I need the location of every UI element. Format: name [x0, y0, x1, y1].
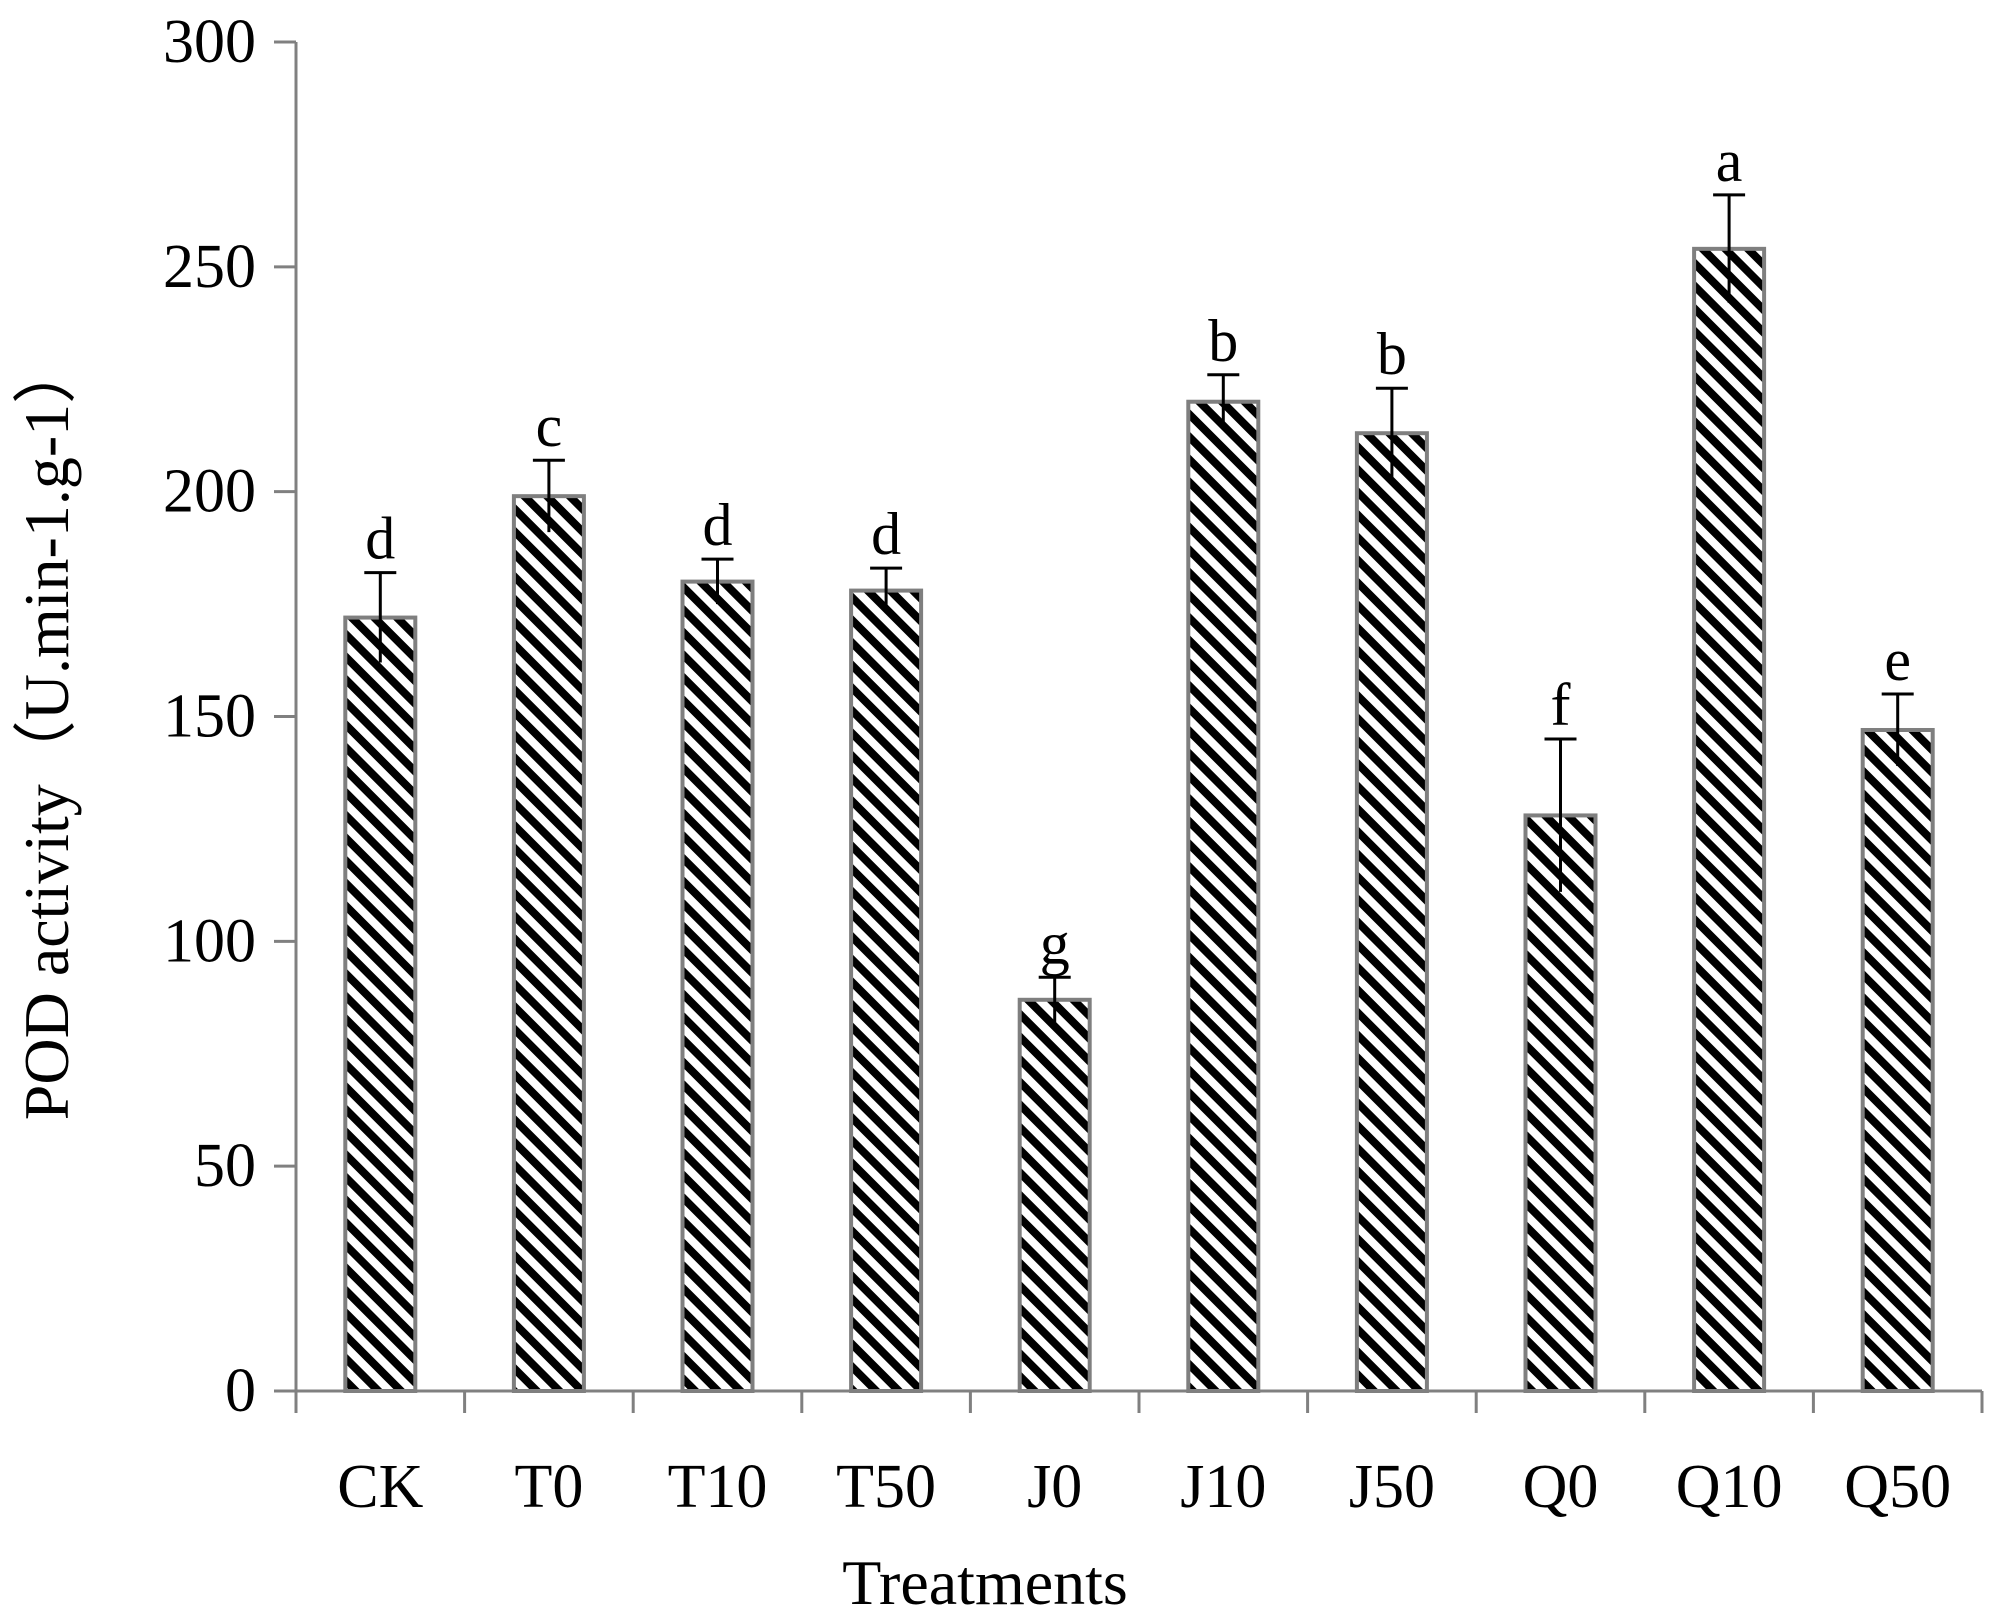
- y-tick-label: 250: [163, 233, 256, 301]
- x-category-label-j10: J10: [1180, 1453, 1266, 1521]
- bar-j10: [1186, 399, 1261, 1393]
- bars: [343, 193, 1935, 1393]
- y-tick-label: 100: [163, 907, 256, 975]
- x-category-label-t50: T50: [836, 1453, 936, 1521]
- significance-label-ck: d: [365, 506, 395, 572]
- axes: 0 50 100 150 200 250 300: [163, 8, 1984, 1425]
- y-tick-label: 300: [163, 8, 256, 76]
- significance-label-j0: g: [1040, 910, 1070, 976]
- significance-label-t0: c: [536, 393, 563, 459]
- x-axis-title: Treatments: [842, 1547, 1128, 1618]
- y-tick-label: 150: [163, 683, 256, 751]
- x-category-label-j0: J0: [1027, 1453, 1082, 1521]
- x-category-label-ck: CK: [337, 1453, 423, 1521]
- bar-q10: [1692, 246, 1767, 1393]
- bar-q0: [1523, 813, 1598, 1393]
- significance-label-t50: d: [871, 501, 901, 567]
- x-category-label-t10: T10: [668, 1453, 768, 1521]
- bar-q50: [1860, 727, 1935, 1393]
- x-category-label-t0: T0: [514, 1453, 583, 1521]
- x-category-label-j50: J50: [1349, 1453, 1435, 1521]
- bar-ck: [343, 615, 418, 1393]
- bar-j50: [1354, 431, 1429, 1393]
- y-tick-label: 200: [163, 458, 256, 526]
- y-tick-label: 50: [194, 1132, 256, 1200]
- significance-label-j50: b: [1377, 321, 1407, 387]
- labels: d CK c T0 d T10 d T50 g J0 b J10 b J50 f Q0 a Q10 e Q50: [337, 128, 1951, 1521]
- significance-label-t10: d: [703, 492, 733, 558]
- significance-label-q50: e: [1884, 627, 1911, 693]
- significance-label-q0: f: [1551, 672, 1571, 738]
- y-axis-title: POD activity（U.min-1.g-1）: [11, 340, 82, 1120]
- bar-t50: [849, 588, 924, 1393]
- x-category-label-q10: Q10: [1676, 1453, 1783, 1521]
- bar-j0: [1017, 997, 1092, 1393]
- x-category-label-q0: Q0: [1523, 1453, 1599, 1521]
- bar-t10: [680, 579, 755, 1393]
- significance-label-q10: a: [1716, 128, 1743, 194]
- x-category-label-q50: Q50: [1844, 1453, 1951, 1521]
- significance-label-j10: b: [1208, 308, 1238, 374]
- bar-t0: [511, 494, 586, 1393]
- y-tick-label: 0: [225, 1357, 256, 1425]
